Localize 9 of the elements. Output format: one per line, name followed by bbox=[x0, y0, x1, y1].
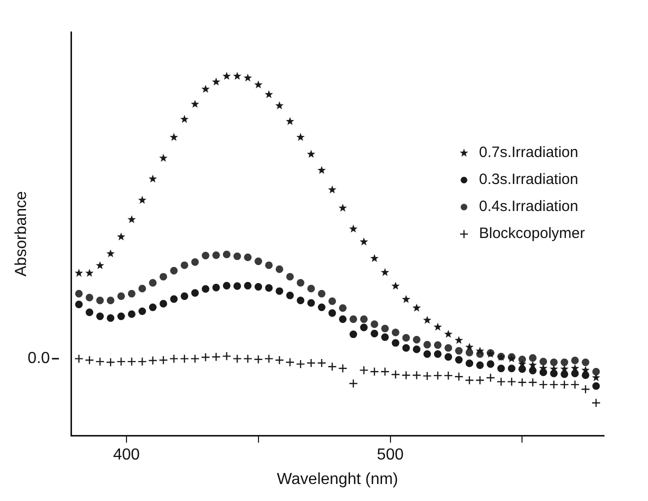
legend-label: 0.3s.Irradiation bbox=[479, 171, 578, 188]
x-tick-label: 500 bbox=[376, 446, 404, 464]
x-axis-title: Wavelenght (nm) bbox=[276, 470, 398, 488]
x-tick-label: 400 bbox=[113, 446, 140, 464]
legend-label: Blockcopolymer bbox=[479, 225, 585, 242]
annotation: 0.0 bbox=[28, 350, 50, 368]
legend-label: 0.4s.Irradiation bbox=[479, 198, 578, 216]
y-axis-title: Absorbance bbox=[13, 191, 30, 276]
legend-label: 0.7s.Irradiation bbox=[479, 144, 578, 162]
